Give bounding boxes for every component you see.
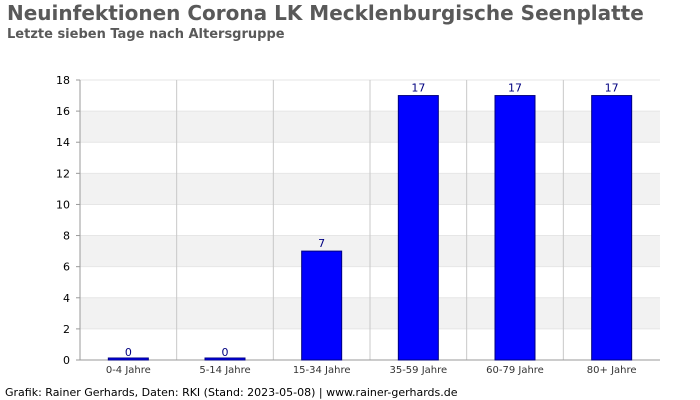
bar — [591, 95, 633, 361]
footer-credit: Grafik: Rainer Gerhards, Daten: RKI (Sta… — [5, 386, 458, 399]
x-category-label: 5-14 Jahre — [199, 365, 250, 376]
y-tick-label: 2 — [63, 323, 70, 336]
x-axis-labels: 0-4 Jahre 5-14 Jahre 15-34 Jahre 35-59 Jahr… — [106, 365, 637, 376]
chart-axes — [79, 80, 660, 361]
y-tick-label: 8 — [63, 230, 70, 243]
y-tick-label: 10 — [56, 198, 70, 211]
y-tick-label: 6 — [63, 261, 70, 274]
bar-value-label: 17 — [411, 82, 425, 95]
bars — [107, 95, 633, 361]
vertical-gridlines — [176, 80, 564, 360]
bar — [494, 95, 536, 361]
x-category-label: 35-59 Jahre — [389, 365, 447, 376]
bar-value-label: 7 — [318, 237, 325, 250]
y-tick-label: 14 — [56, 136, 70, 149]
x-category-label: 80+ Jahre — [587, 365, 637, 376]
y-tick-label: 16 — [56, 105, 70, 118]
bar — [397, 95, 439, 361]
bar-value-label: 17 — [605, 82, 619, 95]
x-category-label: 15-34 Jahre — [293, 365, 351, 376]
y-tick-label: 4 — [63, 292, 70, 305]
bar — [301, 250, 343, 361]
chart-subtitle: Letzte sieben Tage nach Altersgruppe — [7, 27, 285, 42]
y-tick-label: 12 — [56, 167, 70, 180]
bar — [107, 357, 149, 361]
bar-value-label: 0 — [125, 346, 132, 359]
x-category-label: 0-4 Jahre — [106, 365, 151, 376]
y-tick-label: 18 — [56, 74, 70, 87]
y-tick-label: 0 — [63, 354, 70, 367]
bar — [204, 357, 246, 361]
chart-title: Neuinfektionen Corona LK Mecklenburgisch… — [7, 1, 644, 25]
x-category-label: 60-79 Jahre — [486, 365, 544, 376]
y-axis-ticks: 0 2 4 6 8 10 12 14 16 18 — [56, 74, 80, 367]
bar-value-label: 0 — [222, 346, 229, 359]
value-labels: 0 0 7 17 17 17 — [125, 82, 619, 359]
bar-value-label: 17 — [508, 82, 522, 95]
